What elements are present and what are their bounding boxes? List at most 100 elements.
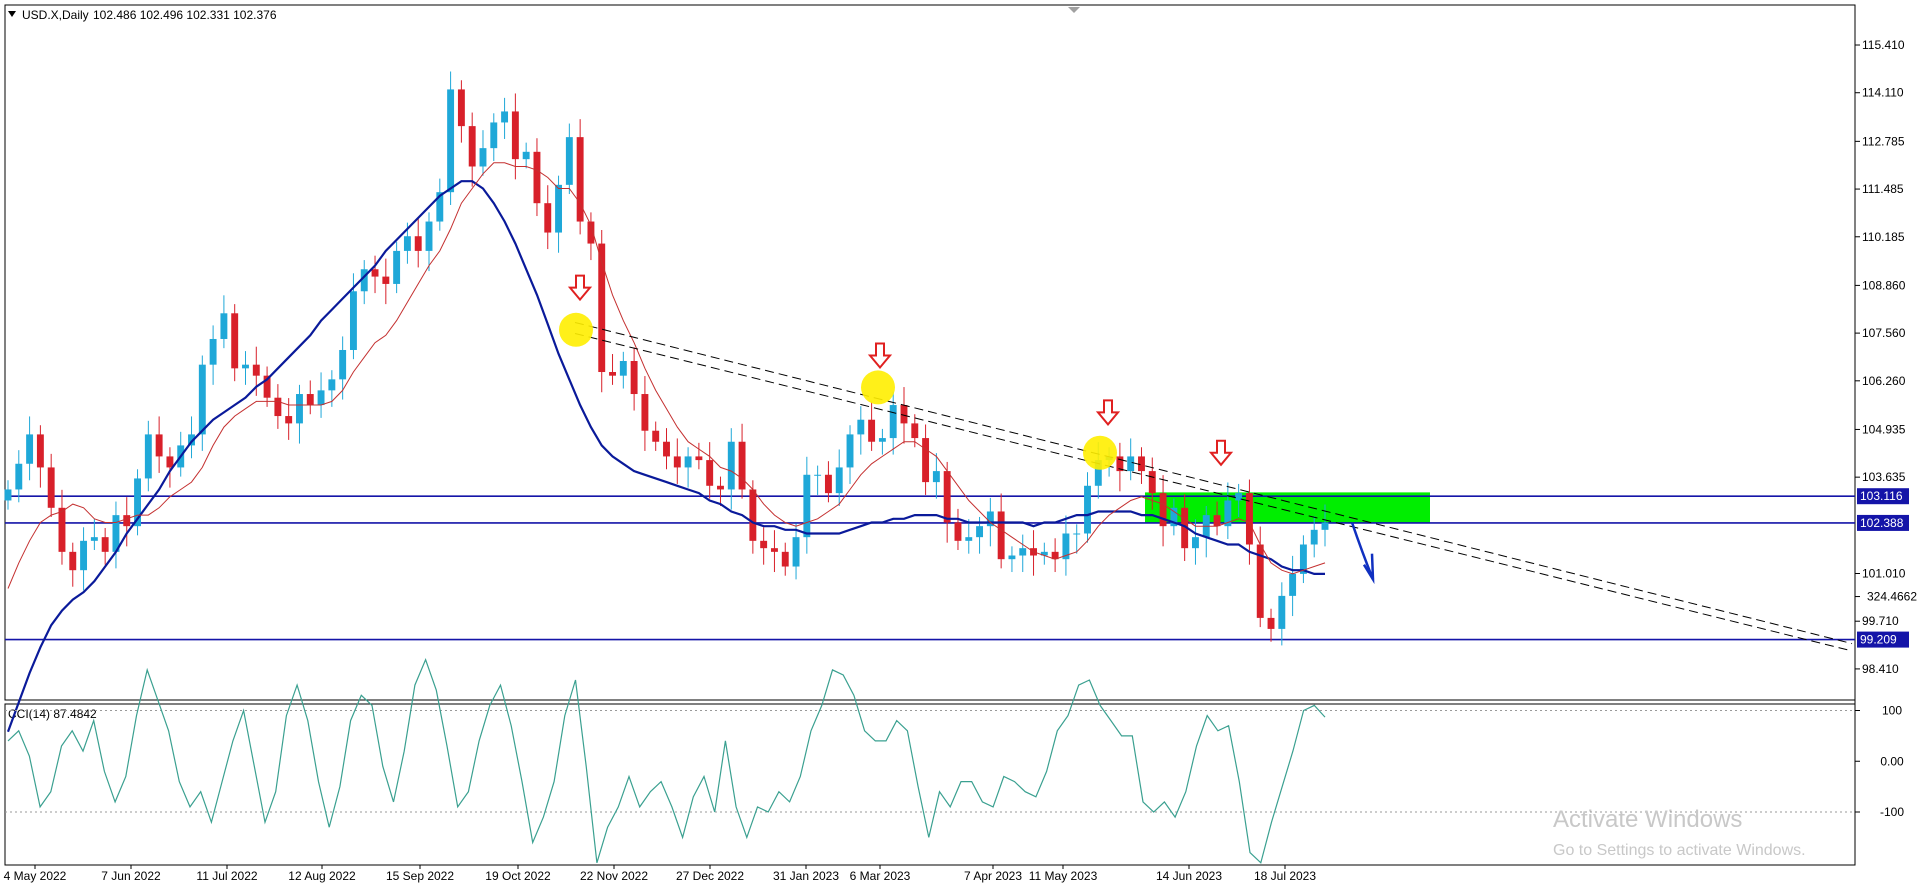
candle-body bbox=[803, 474, 811, 538]
candle-body bbox=[760, 540, 768, 549]
candle-body bbox=[1245, 493, 1253, 545]
collapse-triangle-icon[interactable] bbox=[8, 11, 16, 17]
x-tick-label: 6 Mar 2023 bbox=[850, 869, 911, 883]
candle-body bbox=[663, 441, 670, 457]
candle-body bbox=[770, 548, 778, 552]
highlight-circle bbox=[1083, 435, 1117, 470]
cci-line bbox=[7, 658, 1326, 864]
candle-body bbox=[188, 434, 195, 446]
cci-y-tick-label: 0.00 bbox=[1880, 754, 1904, 768]
trend-line-lower bbox=[574, 332, 1853, 652]
candle-body bbox=[490, 122, 498, 149]
candle-body bbox=[576, 137, 584, 222]
candle-body bbox=[1256, 544, 1264, 618]
candle-body bbox=[1289, 573, 1297, 596]
y-tick-label: 107.560 bbox=[1862, 326, 1906, 340]
candle-body bbox=[1181, 507, 1189, 549]
ma-fast-line bbox=[7, 162, 1326, 589]
candle-body bbox=[565, 137, 573, 185]
candle-body bbox=[943, 471, 951, 523]
candle-body bbox=[781, 551, 789, 567]
y-tick-label: 111.485 bbox=[1862, 182, 1904, 196]
candle-body bbox=[134, 478, 141, 527]
down-arrow-icon bbox=[867, 342, 893, 370]
y-tick-label: 114.110 bbox=[1862, 86, 1904, 100]
candle-body bbox=[609, 372, 616, 376]
highlight-circle bbox=[861, 370, 895, 405]
x-tick-label: 18 Jul 2023 bbox=[1254, 869, 1316, 883]
candle-body bbox=[166, 456, 174, 468]
ma-slow-line bbox=[6, 180, 1325, 733]
activate-windows-subtitle: Go to Settings to activate Windows. bbox=[1553, 842, 1806, 859]
candle-body bbox=[414, 236, 422, 251]
candle-body bbox=[997, 511, 1005, 560]
scroll-marker-icon[interactable] bbox=[1068, 7, 1080, 13]
y-tick-label: 106.260 bbox=[1862, 374, 1906, 388]
x-tick-label: 22 Nov 2022 bbox=[580, 869, 648, 883]
candle-body bbox=[1278, 595, 1286, 629]
y-tick-label: 99.710 bbox=[1862, 614, 1899, 628]
candle-body bbox=[425, 221, 433, 251]
candle-body bbox=[511, 111, 519, 160]
candle-body bbox=[1310, 529, 1318, 545]
candle-body bbox=[986, 511, 994, 527]
level-label-bg bbox=[1857, 488, 1909, 505]
candle-body bbox=[501, 111, 509, 123]
candle-body bbox=[479, 148, 487, 167]
candle-body bbox=[717, 485, 724, 490]
candle-body bbox=[1235, 493, 1243, 501]
x-tick-label: 19 Oct 2022 bbox=[485, 869, 551, 883]
candle-body bbox=[1321, 522, 1329, 530]
candle-body bbox=[954, 522, 962, 541]
down-arrow-icon bbox=[1208, 439, 1234, 467]
candle-body bbox=[792, 537, 800, 567]
candle-body bbox=[900, 405, 908, 424]
resistance-zone bbox=[1145, 492, 1430, 523]
x-tick-label: 11 May 2023 bbox=[1029, 869, 1098, 883]
main-plot-frame bbox=[4, 4, 1856, 701]
candle-body bbox=[1148, 471, 1156, 494]
level-label: 102.388 bbox=[1860, 516, 1904, 530]
candle-body bbox=[738, 441, 746, 490]
candle-body bbox=[69, 551, 77, 571]
y-tick-label: 104.935 bbox=[1862, 422, 1906, 436]
candle-body bbox=[922, 438, 930, 483]
level-label: 99.209 bbox=[1860, 633, 1897, 647]
candle-body bbox=[296, 394, 303, 424]
candle-body bbox=[58, 507, 66, 552]
cci-y-tick-label: 100 bbox=[1882, 703, 1902, 717]
candle-body bbox=[220, 313, 228, 339]
y-tick-label: 98.410 bbox=[1862, 662, 1899, 676]
x-tick-label: 7 Jun 2022 bbox=[101, 869, 161, 883]
candle-body bbox=[209, 338, 217, 365]
level-label-bg bbox=[1857, 514, 1909, 531]
candle-body bbox=[976, 526, 984, 538]
candle-body bbox=[1040, 551, 1048, 556]
candle-body bbox=[857, 419, 865, 435]
candle-body bbox=[436, 192, 444, 222]
candle-body bbox=[36, 434, 44, 468]
down-arrow-icon bbox=[567, 274, 593, 302]
forecast-arrow-head bbox=[1362, 553, 1375, 585]
candle-body bbox=[1008, 555, 1016, 560]
candle-body bbox=[1299, 544, 1307, 574]
candle-body bbox=[673, 456, 681, 468]
ohlc-values: 102.486 102.496 102.331 102.376 bbox=[93, 8, 277, 22]
candle-body bbox=[878, 438, 886, 442]
candle-body bbox=[306, 394, 314, 406]
candle-body bbox=[393, 250, 401, 284]
candle-body bbox=[144, 434, 152, 479]
highlight-circle bbox=[559, 312, 593, 347]
cci-y-tick-label: -100 bbox=[1880, 805, 1904, 819]
y-tick-label: 112.785 bbox=[1862, 134, 1905, 148]
candle-body bbox=[630, 361, 638, 395]
candle-body bbox=[555, 184, 563, 233]
candle-body bbox=[1127, 456, 1135, 472]
y-tick-label: 108.860 bbox=[1862, 278, 1906, 292]
candle-body bbox=[90, 537, 98, 541]
candle-body bbox=[123, 515, 131, 527]
candle-body bbox=[965, 537, 973, 541]
candle-body bbox=[1224, 500, 1232, 527]
candle-body bbox=[371, 269, 379, 277]
